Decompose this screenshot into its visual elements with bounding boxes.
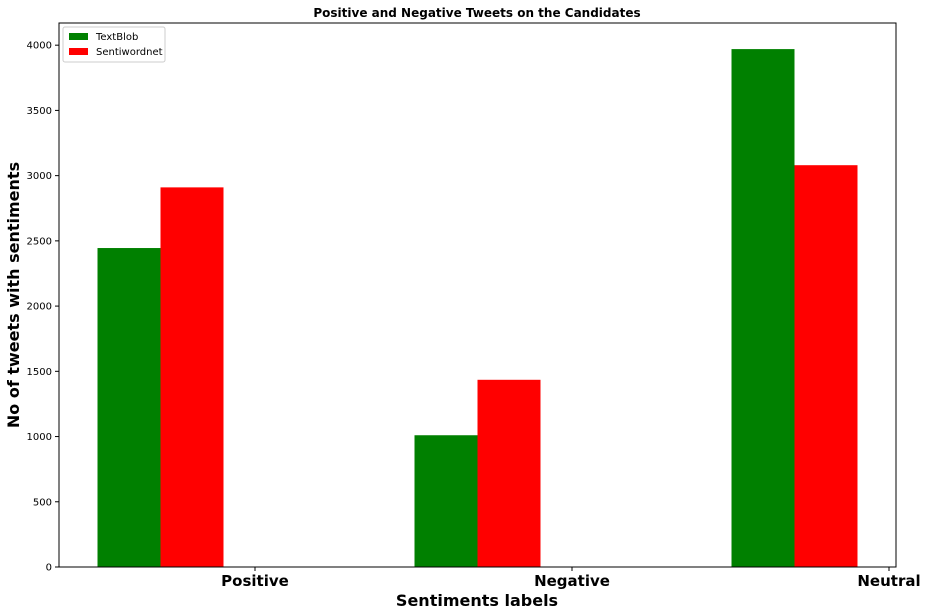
y-axis-ticks: 0 500 1000 1500 2000 2500 3000 3500 4000 — [27, 41, 59, 574]
y-axis-label: No of tweets with sentiments — [4, 162, 23, 428]
y-tick-label: 1000 — [27, 432, 52, 443]
y-tick-label: 500 — [33, 497, 52, 508]
chart-title: Positive and Negative Tweets on the Cand… — [313, 6, 640, 20]
x-axis-label: Sentiments labels — [396, 591, 558, 610]
bar-textblob-neutral — [731, 49, 795, 567]
legend-label-textblob: TextBlob — [95, 32, 138, 43]
x-axis-ticks: Positive Negative Neutral — [221, 567, 921, 590]
x-tick-label-positive: Positive — [221, 572, 289, 590]
y-tick-label: 0 — [46, 563, 52, 574]
bar-sentiwordnet-positive — [160, 187, 224, 568]
y-tick-label: 2500 — [27, 236, 52, 247]
plot-frame — [58, 22, 897, 568]
legend-box — [62, 26, 166, 63]
y-tick-label: 2000 — [27, 302, 52, 313]
legend: TextBlob Sentiwordnet — [62, 26, 166, 63]
bar-textblob-negative — [414, 435, 478, 567]
bar-sentiwordnet-neutral — [794, 165, 858, 567]
bar-textblob-positive — [97, 248, 161, 568]
y-tick-label: 1500 — [27, 367, 52, 378]
legend-swatch-textblob — [69, 33, 88, 40]
y-tick-label: 3500 — [27, 106, 52, 117]
y-tick-label: 4000 — [27, 41, 52, 52]
axes: 0 500 1000 1500 2000 2500 3000 3500 4000 Positiv… — [27, 22, 921, 590]
legend-swatch-sentiwordnet — [69, 48, 88, 55]
x-tick-label-negative: Negative — [534, 572, 610, 590]
y-tick-label: 3000 — [27, 171, 52, 182]
x-tick-label-neutral: Neutral — [857, 572, 920, 590]
bar-sentiwordnet-negative — [477, 379, 541, 567]
legend-label-sentiwordnet: Sentiwordnet — [96, 47, 163, 58]
bars — [97, 49, 858, 568]
